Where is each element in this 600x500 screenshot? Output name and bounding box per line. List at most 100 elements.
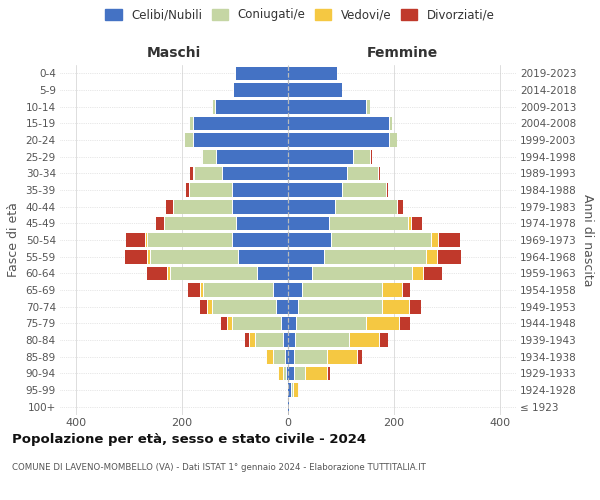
Bar	[377, 166, 380, 180]
Text: Femmine: Femmine	[367, 46, 437, 60]
Bar	[170, 266, 257, 280]
Bar	[193, 133, 288, 147]
Bar	[232, 233, 288, 247]
Bar	[302, 283, 382, 297]
Bar	[305, 366, 327, 380]
Bar	[221, 316, 227, 330]
Bar	[233, 83, 288, 97]
Bar	[288, 166, 347, 180]
Bar	[238, 250, 288, 264]
Bar	[236, 216, 288, 230]
Bar	[288, 266, 313, 280]
Bar	[185, 183, 189, 197]
Bar	[370, 150, 373, 164]
Bar	[273, 350, 285, 364]
Bar	[150, 250, 238, 264]
Bar	[335, 200, 397, 213]
Bar	[288, 100, 367, 114]
Bar	[200, 150, 202, 164]
Bar	[400, 316, 410, 330]
Bar	[288, 283, 302, 297]
Bar	[294, 366, 305, 380]
Bar	[273, 283, 288, 297]
Bar	[189, 183, 232, 197]
Bar	[288, 133, 389, 147]
Bar	[232, 200, 288, 213]
Bar	[397, 200, 403, 213]
Bar	[389, 133, 397, 147]
Text: Maschi: Maschi	[147, 46, 201, 60]
Bar	[285, 350, 288, 364]
Bar	[409, 300, 421, 314]
Bar	[411, 216, 422, 230]
Bar	[164, 216, 236, 230]
Bar	[294, 350, 327, 364]
Bar	[379, 333, 388, 347]
Bar	[278, 366, 283, 380]
Bar	[438, 233, 460, 247]
Bar	[156, 216, 164, 230]
Bar	[167, 266, 170, 280]
Bar	[207, 300, 212, 314]
Bar	[227, 316, 232, 330]
Bar	[331, 233, 431, 247]
Bar	[147, 250, 150, 264]
Bar	[235, 66, 288, 80]
Bar	[193, 116, 288, 130]
Bar	[222, 166, 288, 180]
Bar	[389, 116, 392, 130]
Bar	[245, 333, 249, 347]
Bar	[257, 266, 288, 280]
Bar	[288, 366, 294, 380]
Bar	[194, 166, 222, 180]
Bar	[367, 100, 370, 114]
Bar	[402, 283, 410, 297]
Bar	[298, 300, 382, 314]
Bar	[212, 300, 277, 314]
Bar	[277, 300, 288, 314]
Bar	[200, 300, 207, 314]
Bar	[212, 100, 215, 114]
Bar	[190, 116, 193, 130]
Bar	[232, 316, 281, 330]
Bar	[288, 300, 298, 314]
Bar	[249, 333, 255, 347]
Bar	[166, 200, 173, 213]
Bar	[295, 333, 349, 347]
Bar	[193, 166, 194, 180]
Bar	[173, 200, 232, 213]
Bar	[298, 383, 299, 397]
Bar	[408, 216, 411, 230]
Bar	[266, 350, 273, 364]
Bar	[286, 366, 288, 380]
Bar	[145, 233, 148, 247]
Bar	[293, 383, 298, 397]
Bar	[367, 316, 400, 330]
Bar	[200, 283, 203, 297]
Bar	[313, 266, 412, 280]
Bar	[288, 150, 353, 164]
Bar	[327, 350, 358, 364]
Bar	[358, 350, 362, 364]
Y-axis label: Anni di nascita: Anni di nascita	[581, 194, 593, 286]
Bar	[190, 166, 193, 180]
Bar	[203, 283, 273, 297]
Bar	[290, 383, 293, 397]
Bar	[288, 333, 295, 347]
Bar	[126, 233, 145, 247]
Bar	[431, 233, 438, 247]
Bar	[347, 166, 377, 180]
Bar	[288, 233, 331, 247]
Bar	[148, 266, 167, 280]
Bar	[148, 233, 232, 247]
Bar	[125, 250, 147, 264]
Bar	[288, 400, 289, 413]
Bar	[296, 316, 367, 330]
Bar	[215, 100, 288, 114]
Bar	[288, 216, 329, 230]
Bar	[289, 400, 290, 413]
Bar	[188, 283, 200, 297]
Bar	[283, 333, 288, 347]
Bar	[288, 83, 342, 97]
Bar	[255, 333, 283, 347]
